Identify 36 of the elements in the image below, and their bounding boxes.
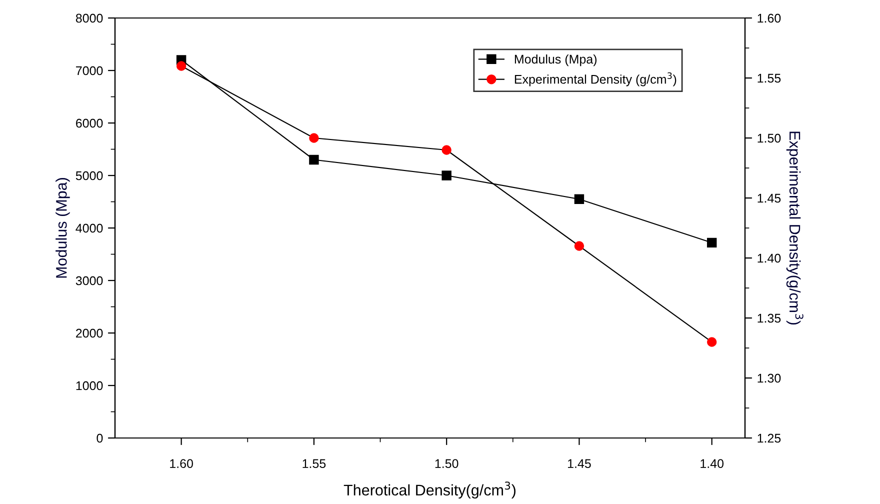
y-tick-label: 5000 [76,171,103,180]
point [442,170,452,180]
legend-label: Experimental Density (g/cm$^{3}$) [514,72,676,86]
x-tick-label: 1.55 [302,459,326,468]
y-tick-label: 6000 [76,118,103,128]
y2-tick-label: 1.60 [758,14,781,23]
y2-tick-label: 1.55 [758,74,781,83]
y-tick-label: 8000 [76,14,103,23]
x-tick-label: 1.45 [568,459,591,468]
y-tick-label: 0 [96,434,103,443]
x-tick-label: 1.40 [700,459,724,468]
y2-tick-label: 1.40 [758,254,781,263]
point [309,133,319,143]
point [574,194,584,204]
point [706,337,717,347]
point [706,238,717,248]
x-axis-title: Therotical Density(g/cm$^{3}$) [344,482,516,499]
y-tick-label: 1000 [76,381,103,390]
y-tick-label: 4000 [76,224,103,233]
y-axis-title: Modulus (Mpa) [56,178,70,278]
point [442,145,452,155]
y-tick-label: 7000 [76,66,103,76]
x-tick-label: 1.50 [435,459,458,468]
y2-tick-label: 1.45 [758,194,781,203]
y2-tick-label: 1.50 [758,134,781,143]
y-tick-label: 3000 [76,276,103,286]
y2-tick-label: 1.25 [758,434,781,443]
point [309,154,319,165]
y2-axis-title: Experimental Density(g/cm$^{3}$) [786,132,804,324]
point [176,61,186,71]
point [574,241,584,251]
legend-label: Modulus (Mpa) [514,54,597,66]
y-tick-label: 2000 [76,328,103,338]
x-tick-label: 1.60 [170,459,193,468]
y2-tick-label: 1.35 [758,314,781,323]
y2-tick-label: 1.30 [758,374,781,383]
